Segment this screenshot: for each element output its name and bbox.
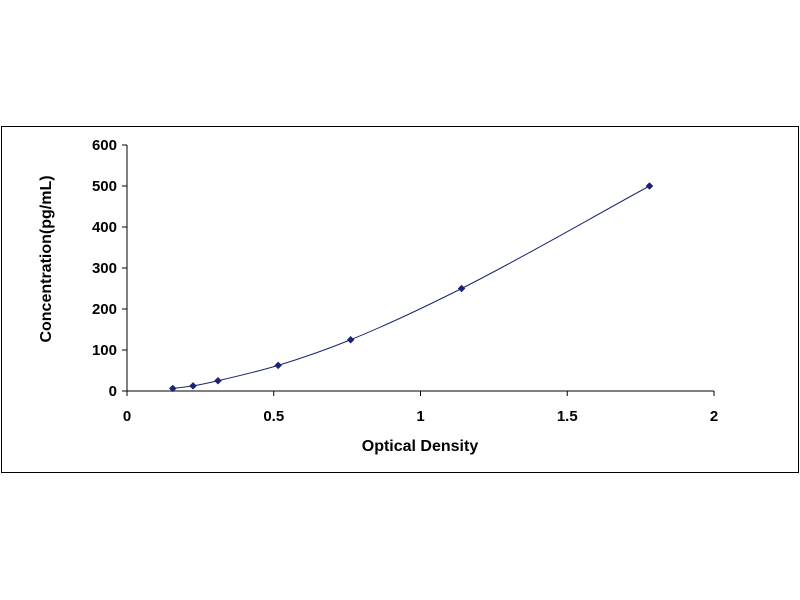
y-axis-title: Concentration(pg/mL) xyxy=(38,175,55,342)
x-tick-label: 1 xyxy=(416,408,424,425)
data-point xyxy=(168,384,177,393)
data-point xyxy=(457,284,466,293)
data-point xyxy=(346,335,355,344)
data-point xyxy=(189,382,197,390)
x-tick-label: 0 xyxy=(123,408,131,425)
chart-border xyxy=(1,126,799,473)
y-tick-label: 0 xyxy=(109,383,117,400)
data-point xyxy=(645,182,654,190)
y-tick-label: 500 xyxy=(92,178,117,195)
x-tick-label: 0.5 xyxy=(263,408,284,425)
x-tick-label: 1.5 xyxy=(557,408,578,425)
y-tick-label: 200 xyxy=(92,301,117,318)
data-points xyxy=(168,182,654,393)
x-axis-ticks: 0 0.5 1 1.5 2 xyxy=(123,391,718,425)
x-tick-label: 2 xyxy=(710,408,718,425)
y-tick-label: 600 xyxy=(92,137,117,154)
data-point xyxy=(214,376,222,385)
y-tick-label: 400 xyxy=(92,219,117,236)
y-axis-ticks: 0 100 200 300 400 500 600 xyxy=(92,137,127,400)
data-point xyxy=(274,361,283,370)
y-tick-label: 100 xyxy=(92,342,117,359)
y-tick-label: 300 xyxy=(92,260,117,277)
x-axis-title: Optical Density xyxy=(362,438,479,455)
